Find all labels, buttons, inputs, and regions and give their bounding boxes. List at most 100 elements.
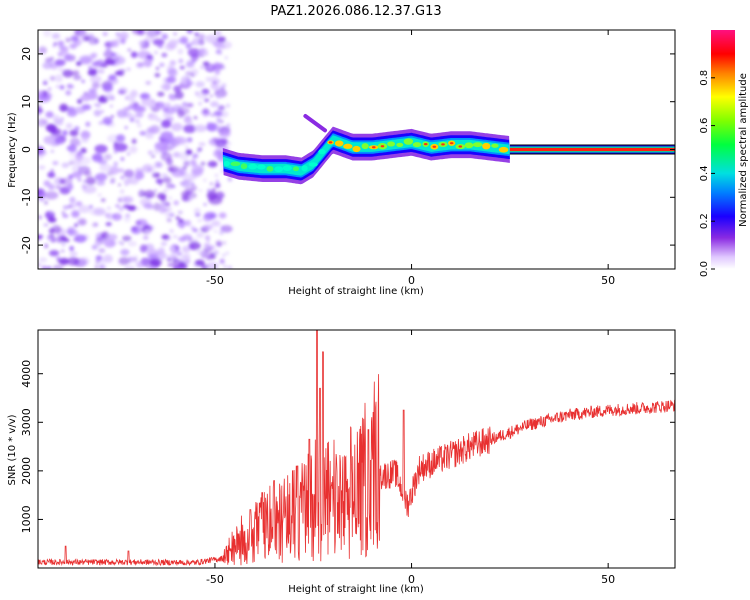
noise-blob	[227, 177, 233, 182]
noise-blob	[109, 166, 119, 175]
noise-blob	[139, 244, 148, 253]
noise-blob	[155, 178, 164, 184]
noise-blob	[50, 150, 55, 153]
noise-blob	[146, 194, 153, 199]
noise-blob	[139, 93, 147, 99]
spectrogram-y-label: Frequency (Hz)	[7, 112, 18, 188]
noise-blob	[130, 89, 138, 98]
noise-blob	[162, 112, 169, 119]
noise-blob	[89, 207, 103, 216]
noise-blob	[216, 36, 226, 43]
noise-blob	[154, 104, 161, 111]
noise-blob	[178, 58, 184, 64]
noise-blob	[60, 249, 65, 253]
noise-blob	[62, 214, 69, 218]
noise-blob	[216, 94, 221, 99]
noise-blob	[49, 210, 54, 214]
noise-blob	[161, 173, 169, 179]
noise-blob	[141, 164, 156, 174]
noise-blob	[146, 127, 157, 134]
colorbar-tick-label: 0.0	[699, 261, 710, 277]
ridge-core	[274, 166, 284, 173]
noise-blob	[135, 62, 145, 69]
noise-blob	[131, 138, 137, 144]
noise-blob	[53, 42, 58, 46]
noise-blob	[103, 238, 116, 248]
noise-blob	[74, 223, 78, 227]
noise-blob	[197, 218, 202, 223]
noise-blob	[217, 79, 221, 84]
noise-blob	[216, 192, 225, 199]
noise-blob	[200, 65, 205, 69]
noise-blob	[185, 61, 195, 68]
noise-blob	[190, 185, 198, 191]
noise-blob	[198, 189, 203, 192]
noise-blob	[71, 210, 80, 218]
noise-blob	[182, 173, 196, 183]
ridge-core	[412, 142, 422, 148]
noise-blob	[221, 65, 226, 70]
noise-blob	[122, 196, 134, 204]
noise-blob	[65, 122, 73, 130]
noise-blob	[202, 178, 207, 183]
noise-blob	[198, 38, 205, 46]
ridge-core	[318, 149, 326, 155]
noise-blob	[213, 62, 221, 70]
noise-blob	[73, 74, 82, 81]
noise-blob	[74, 234, 87, 243]
ridge-core	[230, 161, 241, 167]
noise-blob	[66, 83, 73, 89]
noise-blob	[112, 214, 116, 218]
noise-blob	[185, 259, 190, 264]
noise-blob	[69, 246, 74, 251]
ridge-peak	[432, 145, 437, 148]
snr-ytick-label: 1000	[20, 505, 33, 533]
noise-blob	[178, 236, 187, 242]
noise-blob	[175, 38, 182, 44]
noise-blob	[107, 206, 111, 210]
colorbar-ticks: 0.0 0.2 0.4 0.6 0.8	[699, 70, 715, 277]
noise-blob	[192, 153, 199, 159]
noise-blob	[109, 104, 113, 108]
noise-blob	[161, 200, 166, 205]
snr-ytick-label: 4000	[20, 360, 33, 388]
noise-blob	[88, 39, 95, 46]
noise-blob	[228, 142, 231, 145]
noise-blob	[52, 114, 60, 123]
noise-blob	[163, 201, 171, 207]
noise-blob	[103, 153, 112, 160]
noise-blob	[153, 202, 161, 211]
noise-blob	[161, 52, 168, 58]
noise-blob	[222, 241, 227, 245]
noise-blob	[102, 32, 108, 36]
noise-blob	[207, 163, 214, 167]
noise-blob	[105, 47, 111, 52]
ridge-side-lobe	[303, 114, 328, 133]
noise-blob	[138, 191, 143, 195]
noise-blob	[215, 125, 223, 130]
noise-blob	[175, 216, 180, 220]
noise-blob	[52, 161, 59, 166]
noise-blob	[136, 207, 141, 210]
noise-blob	[120, 242, 124, 246]
noise-blob	[83, 180, 86, 183]
noise-blob	[215, 183, 221, 188]
noise-blob	[109, 96, 115, 101]
ridge-core	[248, 163, 258, 170]
noise-blob	[193, 207, 201, 215]
noise-blob	[108, 74, 117, 81]
noise-blob	[97, 193, 102, 197]
noise-blob	[214, 173, 219, 177]
spectrogram-xtick-label: 50	[601, 274, 615, 287]
snr-ytick-label: 3000	[20, 408, 33, 436]
colorbar: 0.0 0.2 0.4 0.6 0.8 Normalized spectral ampl…	[699, 30, 749, 277]
noise-blob	[222, 45, 226, 49]
noise-blob	[132, 104, 143, 113]
noise-blob	[88, 33, 95, 39]
noise-blob	[151, 154, 156, 158]
noise-blob	[45, 123, 57, 133]
colorbar-tick-label: 0.6	[699, 118, 710, 134]
noise-blob	[215, 240, 223, 247]
noise-blob	[204, 235, 211, 241]
